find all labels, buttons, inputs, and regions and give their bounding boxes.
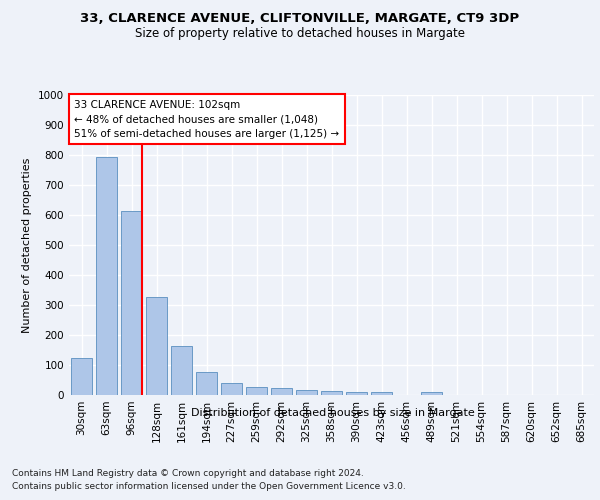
Text: 33, CLARENCE AVENUE, CLIFTONVILLE, MARGATE, CT9 3DP: 33, CLARENCE AVENUE, CLIFTONVILLE, MARGA… (80, 12, 520, 26)
Bar (121, 210, 142, 395)
Text: Contains HM Land Registry data © Crown copyright and database right 2024.: Contains HM Land Registry data © Crown c… (12, 468, 364, 477)
Bar (196, 372, 217, 395)
Text: Distribution of detached houses by size in Margate: Distribution of detached houses by size … (191, 408, 475, 418)
Bar (271, 388, 292, 395)
Y-axis label: Number of detached properties: Number of detached properties (22, 158, 32, 332)
Bar (221, 383, 242, 395)
Bar (171, 346, 192, 395)
Bar (146, 296, 167, 395)
Bar (421, 392, 442, 395)
Text: 33 CLARENCE AVENUE: 102sqm
← 48% of detached houses are smaller (1,048)
51% of s: 33 CLARENCE AVENUE: 102sqm ← 48% of deta… (74, 100, 340, 139)
Bar (371, 392, 392, 395)
Bar (321, 391, 342, 395)
Bar (71, 358, 92, 395)
Text: Size of property relative to detached houses in Margate: Size of property relative to detached ho… (135, 28, 465, 40)
Bar (296, 390, 317, 395)
Bar (246, 387, 267, 395)
Text: Contains public sector information licensed under the Open Government Licence v3: Contains public sector information licen… (12, 482, 406, 491)
Bar (96, 156, 117, 395)
Bar (346, 392, 367, 395)
